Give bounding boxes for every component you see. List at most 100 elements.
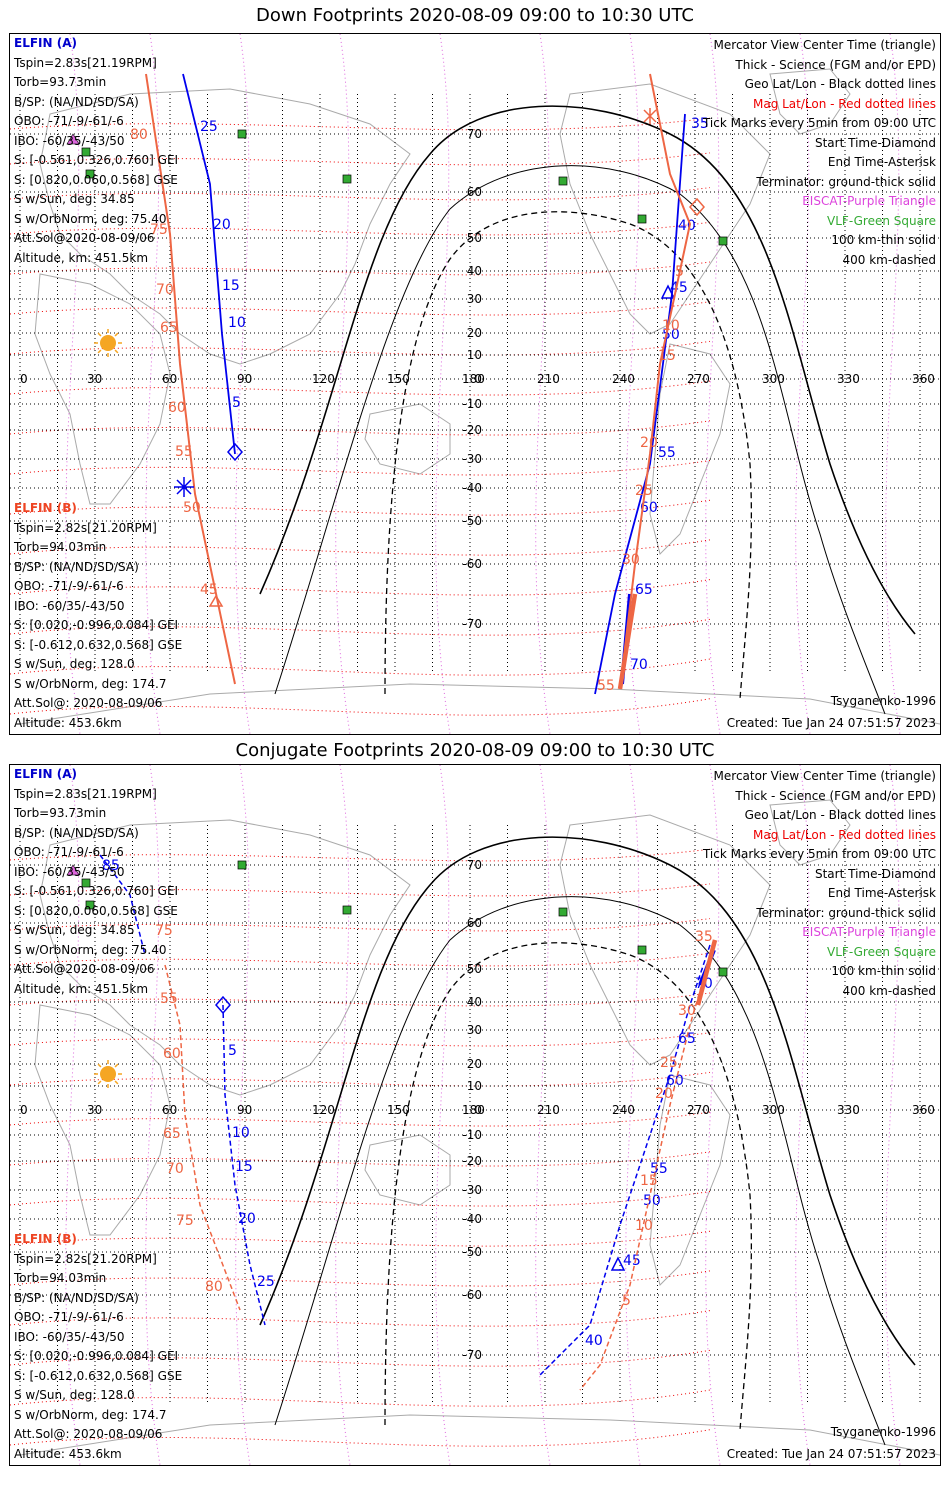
lat-tick-label: 10 (467, 1079, 482, 1093)
vlf-square (342, 905, 352, 915)
lat-tick-label: -70 (462, 1348, 482, 1362)
lat-tick-label: -30 (462, 1183, 482, 1197)
elfin-b-info-line: Torb=94.03min (14, 540, 107, 554)
geo-grid (10, 94, 940, 674)
elfin-b-track-east (619, 73, 692, 690)
legend-entry: Terminator: ground-thick solid (756, 174, 936, 189)
elfin-a-time-label: 40 (585, 1333, 603, 1349)
elfin-a-info: ELFIN (A) Tspin=2.83s[21.19RPM] Torb=93.73… (14, 34, 178, 268)
sun-ray (97, 349, 102, 354)
sun-ray (97, 1063, 102, 1068)
lon-tick-label: 210 (537, 372, 560, 386)
elfin-a-time-label: 55 (658, 445, 676, 461)
model-label: Tsyganenko-1996 (830, 694, 936, 708)
lon-tick-label: 90 (237, 372, 252, 386)
lon-tick-label: 90 (237, 1103, 252, 1117)
legend-entry: End Time-Asterisk (827, 886, 936, 900)
elfin-b-info: ELFIN (B) Tspin=2.82s[21.20RPM] Torb=94.03… (14, 499, 182, 733)
elfin-b-time-label: 30 (622, 552, 640, 568)
lat-tick-label: 20 (467, 1057, 482, 1071)
created-timestamp: Created: Tue Jan 24 07:51:57 2023 (726, 716, 936, 730)
elfin-b-info-line: S w/Sun, deg: 128.0 (14, 1388, 135, 1402)
elfin-b-track-west (145, 73, 236, 685)
legend-entry: 400 km-dashed (842, 983, 936, 998)
legend-entry: Geo Lat/Lon - Black dotted lines (744, 808, 936, 822)
lon-tick-label: 330 (837, 372, 860, 386)
elfin-a-info-line: S w/OrbNorm, deg: 75.40 (14, 942, 167, 957)
mag-lon-line (435, 765, 451, 1465)
lon-tick-label: 270 (687, 372, 710, 386)
continent-1 (34, 1004, 171, 1236)
vlf-square (342, 174, 352, 184)
map-svg: 0 30 60 90 120 150 180 210 240 270 300 330 360706050… (10, 765, 940, 1465)
continent-5 (769, 68, 851, 135)
elfin-b-info-line: IBO: -60/35/-43/50 (14, 598, 125, 613)
mag-lon-line (145, 765, 161, 1465)
lat-tick-label: 40 (467, 995, 482, 1009)
legend-entry: Thick - Science (FGM and/or EPD) (735, 788, 936, 803)
elfin-b-info: ELFIN (B) Tspin=2.82s[21.20RPM] Torb=94.03… (14, 1230, 182, 1464)
sun-ray (114, 349, 119, 354)
lon-tick-label: 240 (612, 372, 635, 386)
end-asterisk-a (174, 477, 194, 497)
elfin-b-info-line: IBO: -60/35/-43/50 (14, 1329, 125, 1344)
elfin-b-info-line: Altitude: 453.6km (14, 715, 122, 730)
legend-entry: 100 km-thin solid (831, 964, 936, 978)
continent-outlines (19, 799, 940, 1456)
lon-tick-label: 0 (20, 372, 28, 386)
end-asterisk-b (643, 108, 657, 124)
lon-tick-label: 30 (87, 1103, 102, 1117)
legend-entry: Mercator View Center Time (triangle) (713, 38, 936, 52)
legend-entry: Tick Marks every 5min from 09:00 UTC (702, 847, 936, 861)
continent-1 (34, 273, 171, 505)
vlf-square (637, 945, 647, 955)
legend-entry: Mag Lat/Lon - Red dotted lines (752, 827, 936, 842)
elfin-b-label: ELFIN (B) (14, 501, 77, 515)
elfin-a-info-line: IBO: -60/35/-43/50 (14, 133, 125, 148)
elfin-b-info-line: OBO: -71/-9/-61/-6 (14, 1310, 124, 1324)
lat-tick-label: -10 (462, 397, 482, 411)
elfin-b-time-label: 45 (200, 582, 218, 598)
lon-tick-label: 330 (837, 1103, 860, 1117)
vlf-square (718, 236, 728, 246)
continent-0 (39, 819, 411, 1096)
sun-ray (114, 1063, 119, 1068)
lat-tick-label: -70 (462, 617, 482, 631)
legend-entry: EISCAT-Purple Triangle (802, 194, 936, 208)
elfin-a-info-line: S: [0.820,0.060,0.568] GSE (14, 903, 178, 918)
start-diamond (227, 442, 243, 462)
mag-lon-line (535, 765, 551, 1465)
elfin-a-time-label: 40 (678, 218, 696, 234)
terminator-100km (274, 165, 886, 715)
elfin-a-time-label: 10 (228, 315, 246, 331)
lon-tick-label: 0 (20, 1103, 28, 1117)
elfin-b-time-label: 70 (156, 282, 174, 298)
elfin-a-info-line: Altitude, km: 451.5km (14, 250, 149, 265)
elfin-b-info-line: OBO: -71/-9/-61/-6 (14, 579, 124, 593)
lat-tick-label: 0 (474, 1103, 482, 1117)
terminator-400km (384, 942, 753, 1431)
lat-tick-label: -40 (462, 481, 482, 495)
terminator-ground (259, 836, 916, 1366)
elfin-b-info-line: Att.Sol@: 2020-08-09/06 (14, 696, 163, 710)
lon-tick-label: 360 (912, 372, 935, 386)
elfin-b-time-label: 15 (658, 348, 676, 364)
legend-entry: Tick Marks every 5min from 09:00 UTC (702, 116, 936, 130)
elfin-b-info-line: Att.Sol@: 2020-08-09/06 (14, 1427, 163, 1441)
elfin-b-time-label: 80 (130, 127, 148, 143)
elfin-b-time-label: 50 (183, 500, 201, 516)
sun-ray (114, 1080, 119, 1085)
elfin-b-time-label: 75 (176, 1213, 194, 1229)
terminator-ground (259, 105, 916, 635)
vlf-square (81, 878, 91, 888)
elfin-a-label: ELFIN (A) (14, 36, 77, 50)
vlf-square (85, 900, 95, 910)
vlf-square (558, 907, 568, 917)
elfin-a-info-line: S: [0.820,0.060,0.568] GSE (14, 172, 178, 187)
elfin-a-time-label: 10 (232, 1125, 250, 1141)
elfin-a-time-label: 5 (232, 395, 241, 411)
mag-lat-line (10, 1111, 711, 1127)
sun-disk (100, 1066, 116, 1082)
mag-lon-line (885, 765, 901, 1465)
lat-tick-label: 10 (467, 348, 482, 362)
